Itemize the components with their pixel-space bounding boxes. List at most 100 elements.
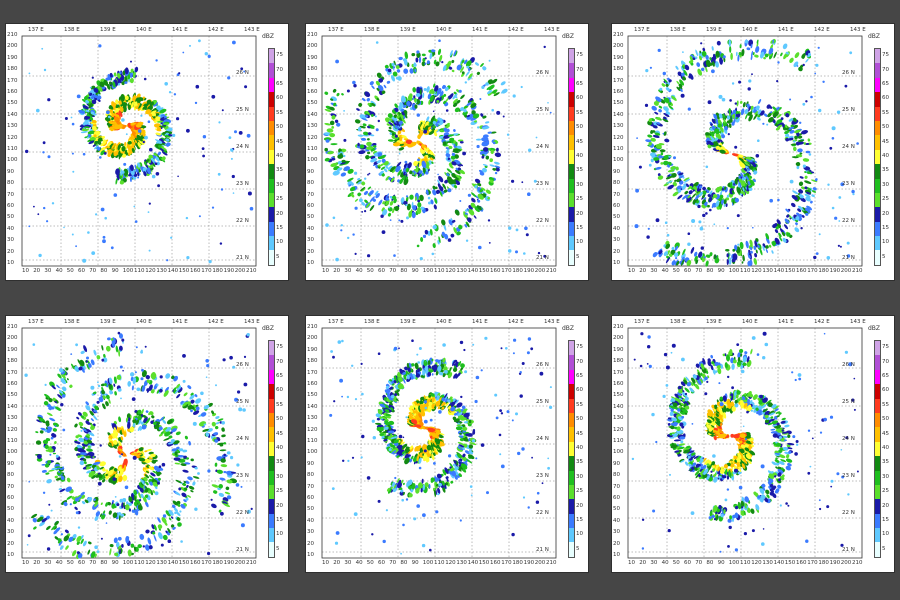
echo-cell [96,466,100,470]
echo-cell [445,124,450,129]
colorbar-level: 15 [276,517,283,523]
echo-cell [231,471,237,474]
latitude-label: 25 N [236,399,249,405]
echo-cell [155,116,161,121]
echo-cell [194,466,198,470]
colorbar-segment [269,250,274,265]
echo-cell [393,114,398,119]
echo-cell [779,236,783,242]
echo-cell [115,345,119,353]
echo-cell [782,237,787,243]
y-tick-label: 40 [7,517,14,524]
latitude-label: 23 N [236,473,249,479]
echo-cell [148,249,151,252]
colorbar-level: 65 [276,81,283,87]
echo-cell [449,50,453,57]
echo-cell [434,85,439,92]
echo-cell [159,375,163,379]
echo-cell [727,133,730,136]
echo-cell [138,491,142,499]
echo-cell [410,142,414,146]
echo-cell [157,477,161,481]
colorbar-level: 40 [882,153,889,159]
echo-cell [204,52,208,56]
colorbar-level: 45 [882,138,889,145]
echo-cell [79,125,86,128]
echo-cell [780,52,783,57]
echo-cell [488,59,491,62]
echo-cell [85,401,89,406]
echo-cell [421,172,425,176]
echo-cell [719,149,726,154]
colorbar-segment [269,456,274,471]
echo-cell [163,390,169,397]
echo-cell [97,384,101,388]
echo-cell [458,169,466,175]
echo-cell [133,494,137,502]
echo-cell [195,84,200,89]
echo-cell [667,169,675,173]
colorbar-unit: dBZ [868,33,881,40]
echo-cell [113,151,118,157]
echo-cell [449,396,453,400]
echo-cell [525,233,529,237]
echo-cell [140,421,144,425]
y-axis-ticks: 210 200 190 180 170 160 150 140 130 120 110 100 90 80… [306,324,320,564]
echo-cell [724,125,728,131]
echo-cell [346,177,354,182]
echo-cell [324,157,330,162]
latitude-label: 21 N [236,547,249,553]
echo-cell [357,177,361,181]
echo-cell [155,172,160,176]
echo-cell [150,492,154,496]
echo-cell [149,411,154,416]
y-tick-label: 90 [307,460,314,467]
echo-cell [333,102,337,107]
echo-cell [118,153,122,158]
echo-cell [695,49,699,57]
echo-cell [416,113,420,117]
echo-cell [386,123,390,126]
y-axis-ticks: 210 200 190 180 170 160 150 140 130 120 110 100 90 80… [612,32,626,272]
echo-cell [805,212,809,216]
echo-cell [396,161,402,168]
echo-cell [751,50,753,58]
echo-cell [462,453,466,458]
echo-cell [342,154,346,158]
echo-cell [446,173,450,177]
colorbar-level: 50 [276,124,283,131]
echo-cell [744,108,749,115]
echo-cell [466,65,470,69]
echo-cell [207,469,211,473]
echo-cell [772,240,777,245]
echo-cell [69,384,73,388]
echo-cell [166,419,173,425]
echo-cell [765,233,770,240]
echo-cell [392,208,395,214]
echo-cell [119,106,124,112]
echo-cell [60,475,65,481]
echo-cell [182,51,185,54]
echo-cell [172,500,178,506]
echo-cell [804,180,812,184]
echo-cell [84,115,89,120]
echo-cell [666,180,673,184]
echo-cell [721,97,726,102]
echo-cell [187,401,192,406]
echo-cell [671,246,675,250]
echo-cell [193,410,200,415]
echo-cell [92,125,97,130]
echo-cell [804,171,807,174]
echo-cell [375,80,380,86]
x-tick-label: 60 [78,268,85,274]
echo-cell [798,189,804,194]
echo-cell [486,86,492,91]
y-tick-label: 100 [307,157,318,164]
echo-cell [839,245,842,248]
echo-cell [118,100,122,105]
echo-cell [108,115,111,119]
echo-cell [813,255,817,260]
echo-cell [797,135,803,139]
echo-cell [217,418,224,422]
echo-cell [230,148,233,151]
